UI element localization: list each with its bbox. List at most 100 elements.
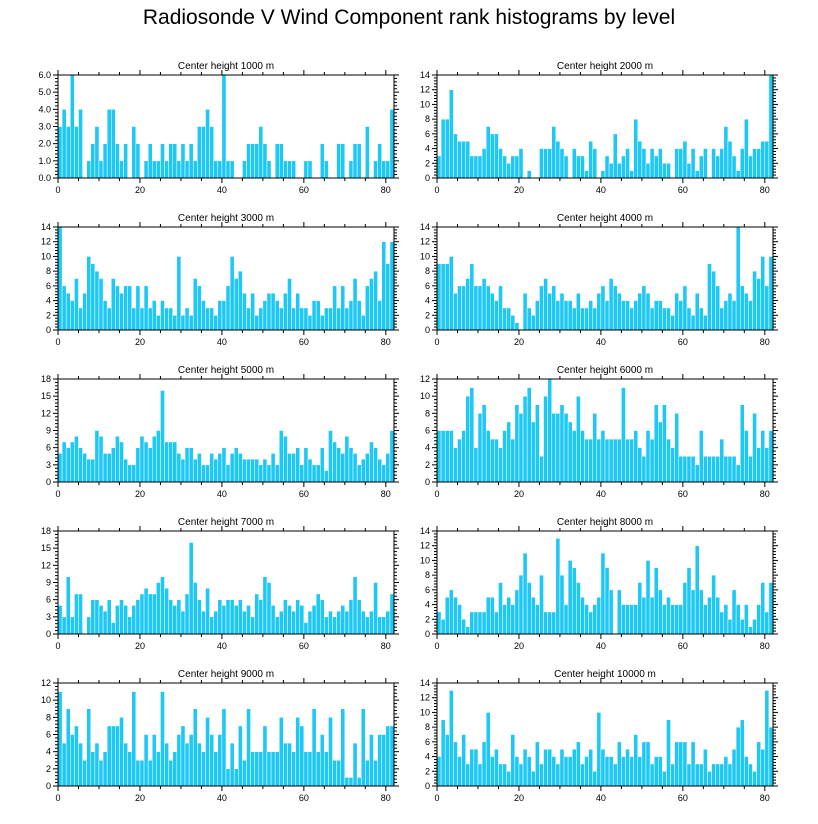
histogram-bar <box>645 430 651 483</box>
x-tick-label: 0 <box>434 641 439 651</box>
histogram-bar <box>360 315 366 331</box>
histogram-bar <box>381 241 387 331</box>
histogram-bar <box>444 118 450 179</box>
histogram-bar <box>592 307 598 331</box>
histogram-bar <box>612 438 618 483</box>
histogram-bar <box>658 756 663 787</box>
x-tick-label: 0 <box>434 337 439 347</box>
histogram-bar <box>682 456 688 483</box>
histogram-bar <box>135 143 141 179</box>
histogram-bar <box>123 605 128 635</box>
histogram-bar <box>625 604 630 635</box>
histogram-bar <box>649 763 655 787</box>
histogram-bar <box>481 148 487 179</box>
histogram-bar <box>760 430 766 483</box>
histogram-bar <box>494 438 499 483</box>
histogram-bar <box>197 453 202 483</box>
histogram-bar <box>625 748 630 787</box>
histogram-bar <box>311 708 317 787</box>
histogram-bar <box>539 763 544 787</box>
histogram-bar <box>621 155 626 179</box>
histogram-bar <box>756 741 761 787</box>
histogram-bar <box>389 593 395 635</box>
histogram-bar <box>600 552 606 635</box>
y-tick-label: 8 <box>46 712 51 722</box>
histogram-bar <box>506 771 512 787</box>
histogram-bar <box>760 748 766 787</box>
histogram-bar <box>385 160 391 179</box>
histogram-bar <box>61 742 67 787</box>
histogram-bar <box>465 626 471 635</box>
x-tick-label: 40 <box>596 793 606 803</box>
histogram-bar <box>678 456 684 483</box>
histogram-bar <box>111 109 116 179</box>
histogram-bar <box>266 464 272 483</box>
histogram-bar <box>502 307 507 331</box>
histogram-bar <box>119 292 124 331</box>
histogram-bar <box>123 143 128 179</box>
histogram-bar <box>279 143 284 179</box>
histogram-panel: Center height 8000 m 0 20 40 60 80 0 2 4 6 8 10 12 14 <box>420 517 778 651</box>
histogram-bar <box>592 148 598 179</box>
histogram-bar <box>377 300 382 331</box>
histogram-bar <box>485 596 491 635</box>
histogram-bar <box>164 587 169 635</box>
histogram-bar <box>307 160 313 179</box>
histogram-bar <box>139 760 145 787</box>
y-tick-label: 6 <box>46 443 51 453</box>
y-tick-label: 4 <box>425 443 430 453</box>
histogram-bar <box>502 763 507 787</box>
histogram-bar <box>258 751 264 787</box>
histogram-bar <box>756 278 761 331</box>
histogram-bar <box>106 307 112 331</box>
histogram-bar <box>389 725 395 787</box>
histogram-bar <box>748 626 753 635</box>
histogram-bar <box>348 447 354 483</box>
histogram-bar <box>539 574 544 635</box>
histogram-bar <box>340 453 346 483</box>
histogram-bar <box>172 441 178 483</box>
histogram-bar <box>658 148 663 179</box>
histogram-bar <box>551 126 557 179</box>
histogram-bar <box>188 447 194 483</box>
histogram-bar <box>315 300 321 331</box>
histogram-bar <box>369 734 374 787</box>
y-tick-label: 6 <box>425 585 430 595</box>
histogram-bar <box>465 278 471 331</box>
histogram-bar <box>453 292 458 331</box>
histogram-bar <box>567 560 573 635</box>
histogram-bar <box>176 160 182 179</box>
histogram-bar <box>156 315 161 331</box>
y-tick-label: 12 <box>420 85 430 95</box>
histogram-bar <box>188 315 194 331</box>
histogram-bar <box>649 596 655 635</box>
histogram-bar <box>131 605 137 635</box>
histogram-bar <box>608 438 614 483</box>
histogram-bar <box>102 453 108 483</box>
histogram-bar <box>111 278 116 331</box>
histogram-bar <box>205 109 210 179</box>
histogram-bar <box>254 143 260 179</box>
histogram-bar <box>283 160 288 179</box>
histogram-bar <box>457 285 462 331</box>
histogram-bar <box>160 390 165 483</box>
histogram-bar <box>641 285 647 331</box>
y-tick-label: 12 <box>41 678 51 688</box>
histogram-bar <box>469 387 475 483</box>
y-tick-label: 0 <box>425 477 430 487</box>
histogram-bar <box>246 143 251 179</box>
histogram-bar <box>707 263 712 331</box>
histogram-bar <box>74 126 79 179</box>
y-tick-label: 12 <box>420 541 430 551</box>
histogram-bar <box>151 593 157 635</box>
histogram-bar <box>373 270 378 331</box>
histogram-bar <box>94 430 100 483</box>
histogram-bar <box>686 163 692 179</box>
histogram-bar <box>381 734 387 787</box>
histogram-bar <box>576 741 581 787</box>
histogram-bar <box>172 143 178 179</box>
histogram-bar <box>490 292 495 331</box>
histogram-bar <box>98 278 104 331</box>
histogram-bar <box>764 611 770 635</box>
histogram-bar <box>453 447 458 483</box>
